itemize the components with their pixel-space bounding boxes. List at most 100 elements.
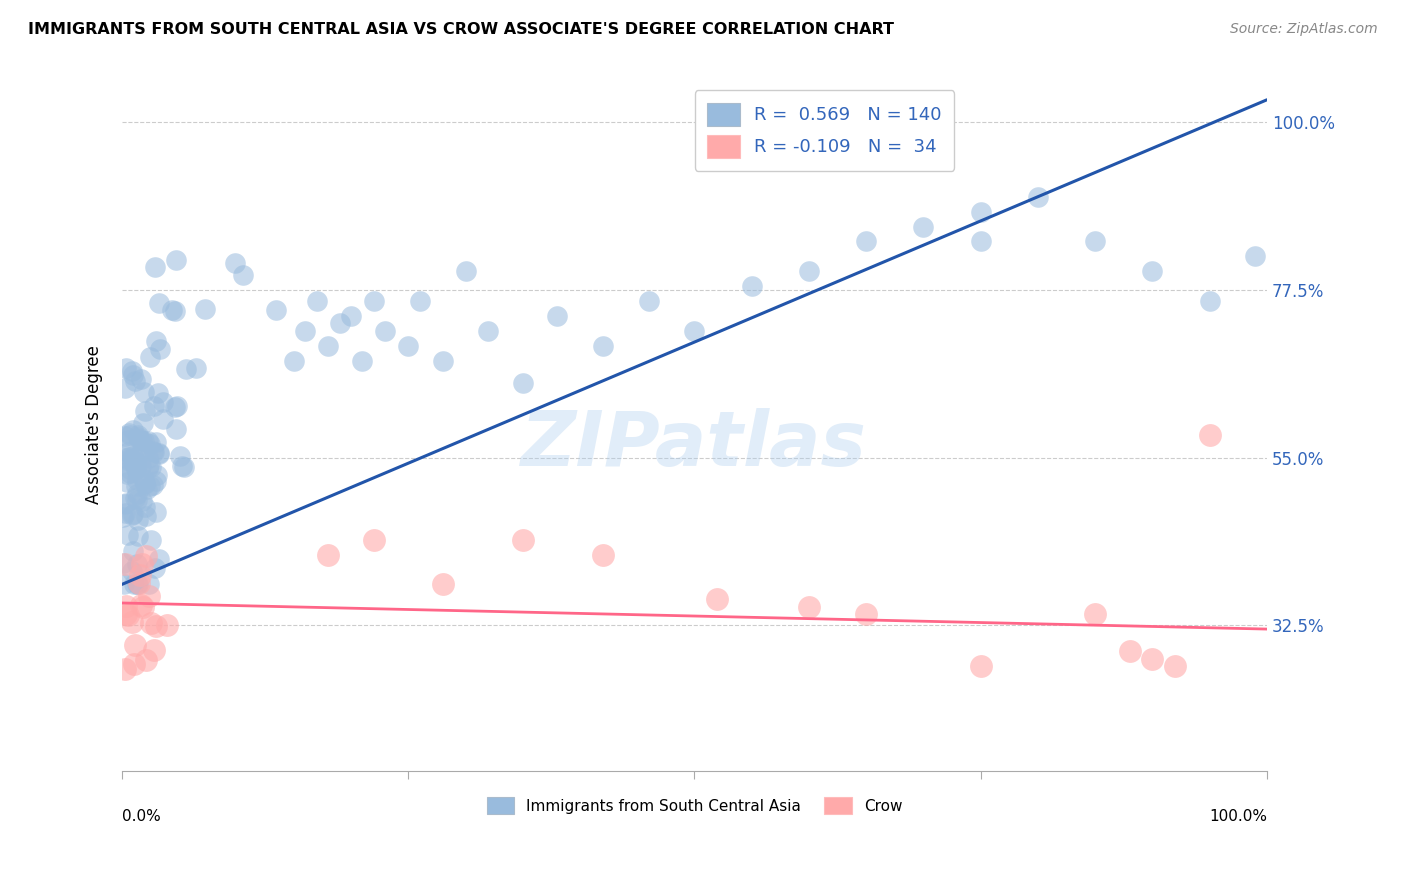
Point: [363, 533, 385, 547]
Point: [1198, 294, 1220, 309]
Point: [1118, 644, 1140, 658]
Point: [138, 589, 160, 603]
Point: [1142, 264, 1164, 278]
Y-axis label: Associate's Degree: Associate's Degree: [86, 344, 103, 503]
Point: [329, 317, 352, 331]
Point: [232, 268, 254, 282]
Point: [120, 466, 142, 480]
Point: [134, 476, 156, 491]
Point: [114, 451, 136, 466]
Point: [124, 374, 146, 388]
Point: [340, 309, 363, 323]
Point: [1084, 235, 1107, 249]
Point: [305, 294, 328, 309]
Point: [316, 548, 339, 562]
Point: [173, 460, 195, 475]
Point: [115, 475, 138, 489]
Point: [165, 252, 187, 267]
Point: [127, 486, 149, 500]
Point: [122, 657, 145, 672]
Point: [156, 618, 179, 632]
Point: [131, 494, 153, 508]
Point: [134, 404, 156, 418]
Point: [127, 529, 149, 543]
Point: [118, 425, 141, 440]
Point: [131, 443, 153, 458]
Point: [124, 458, 146, 473]
Point: [112, 577, 135, 591]
Point: [432, 577, 454, 591]
Point: [797, 599, 820, 614]
Point: [512, 533, 534, 547]
Point: [121, 452, 143, 467]
Point: [121, 364, 143, 378]
Point: [145, 619, 167, 633]
Point: [165, 422, 187, 436]
Point: [131, 557, 153, 571]
Point: [138, 458, 160, 472]
Point: [117, 445, 139, 459]
Point: [117, 607, 139, 622]
Point: [145, 435, 167, 450]
Point: [396, 339, 419, 353]
Point: [145, 474, 167, 488]
Point: [160, 302, 183, 317]
Point: [134, 442, 156, 456]
Point: [592, 548, 614, 562]
Point: [855, 607, 877, 622]
Point: [125, 456, 148, 470]
Point: [134, 500, 156, 514]
Point: [125, 462, 148, 476]
Point: [129, 598, 152, 612]
Point: [546, 309, 568, 323]
Point: [797, 264, 820, 278]
Point: [125, 492, 148, 507]
Point: [294, 324, 316, 338]
Point: [127, 513, 149, 527]
Point: [131, 434, 153, 448]
Text: Source: ZipAtlas.com: Source: ZipAtlas.com: [1230, 22, 1378, 37]
Point: [136, 450, 159, 465]
Point: [128, 576, 150, 591]
Point: [148, 552, 170, 566]
Point: [135, 549, 157, 563]
Point: [125, 577, 148, 591]
Legend: Immigrants from South Central Asia, Crow: Immigrants from South Central Asia, Crow: [479, 789, 910, 822]
Point: [124, 638, 146, 652]
Point: [132, 599, 155, 614]
Point: [477, 324, 499, 338]
Point: [121, 508, 143, 522]
Point: [129, 458, 152, 473]
Point: [121, 564, 143, 578]
Point: [152, 411, 174, 425]
Point: [142, 399, 165, 413]
Point: [114, 663, 136, 677]
Point: [118, 450, 141, 465]
Point: [1084, 607, 1107, 622]
Point: [122, 507, 145, 521]
Point: [352, 353, 374, 368]
Point: [129, 372, 152, 386]
Point: [174, 362, 197, 376]
Point: [1026, 190, 1049, 204]
Point: [148, 447, 170, 461]
Point: [149, 342, 172, 356]
Point: [115, 453, 138, 467]
Point: [186, 360, 208, 375]
Point: [122, 450, 145, 464]
Point: [115, 599, 138, 613]
Point: [166, 399, 188, 413]
Point: [148, 296, 170, 310]
Point: [139, 459, 162, 474]
Point: [142, 444, 165, 458]
Point: [124, 491, 146, 506]
Point: [512, 376, 534, 390]
Point: [152, 394, 174, 409]
Point: [114, 381, 136, 395]
Point: [194, 302, 217, 317]
Point: [122, 368, 145, 383]
Point: [138, 461, 160, 475]
Point: [115, 467, 138, 481]
Point: [114, 607, 136, 621]
Point: [139, 350, 162, 364]
